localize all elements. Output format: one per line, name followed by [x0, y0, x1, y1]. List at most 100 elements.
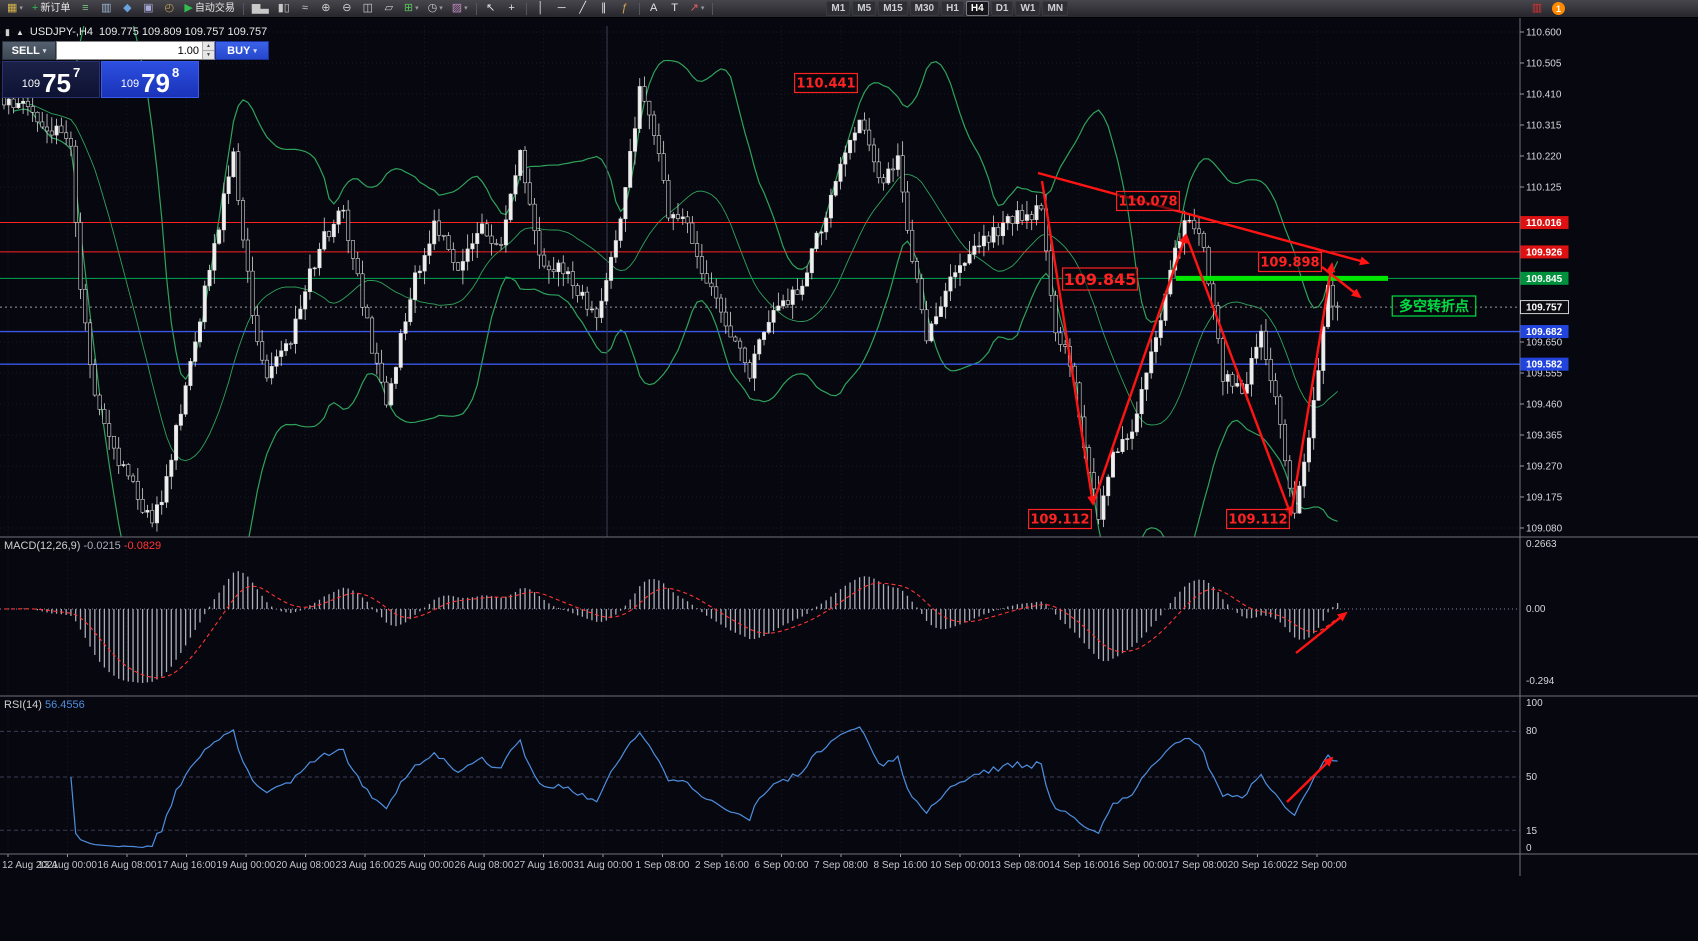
macd-header: MACD(12,26,9) -0.0215 -0.0829 [4, 540, 161, 552]
equidistant-channel-button[interactable]: ∥ [594, 1, 614, 17]
text-icon: A [649, 2, 658, 14]
trendline-button[interactable]: ╱ [573, 1, 593, 17]
svg-text:110.441: 110.441 [796, 77, 855, 92]
horizontal-line-icon: ─ [557, 2, 566, 14]
time-tick-label: 19 Aug 00:00 [217, 860, 276, 871]
symbol-period-label: USDJPY-,H4 [29, 26, 94, 38]
strategy-tester-button[interactable]: ◴ [159, 1, 179, 17]
time-tick-label: 20 Sep 16:00 [1228, 860, 1288, 871]
timeframe-h1-button[interactable]: H1 [941, 1, 964, 16]
sell-button[interactable]: SELL ▾ [2, 41, 56, 60]
buy-button-label: BUY [227, 44, 251, 57]
new-order-button[interactable]: + 新订单 [28, 1, 74, 17]
vertical-line-button[interactable]: │ [531, 1, 551, 17]
trend-arrow[interactable] [1091, 233, 1188, 505]
timeframe-m1-button[interactable]: M1 [826, 1, 851, 16]
annotation-label[interactable]: 109.898 [1258, 251, 1322, 273]
timeframe-mn-button[interactable]: MN [1042, 1, 1069, 16]
price-level-badge [1520, 300, 1569, 315]
price-level-badge [1520, 216, 1569, 230]
volume-input[interactable] [57, 42, 202, 59]
buy-price-button[interactable]: 109 79 8 [101, 61, 199, 98]
tick-up-icon: ▲ [15, 27, 24, 37]
terminal-button[interactable]: ▣ [138, 1, 158, 17]
new-chart-button[interactable]: ▦ ▾ [3, 1, 27, 17]
zoom-out-button[interactable]: ⊖ [337, 1, 357, 17]
timeframe-h4-button[interactable]: H4 [965, 1, 989, 16]
notification-badge[interactable]: 1 [1552, 2, 1565, 15]
annotation-label[interactable]: 110.441 [794, 72, 858, 94]
periods-icon: ◷ [427, 2, 438, 14]
buy-button[interactable]: BUY ▾ [215, 41, 269, 60]
templates-button[interactable]: ▨ ▾ [448, 1, 472, 17]
price-tick-label: 109.365 [1526, 430, 1563, 441]
volume-down-button[interactable]: ▼ [203, 51, 214, 59]
trend-arrow[interactable] [1037, 171, 1370, 266]
toolbar-separator [712, 2, 714, 15]
indicators-button[interactable]: ⊞ ▾ [400, 1, 423, 17]
data-window-button[interactable]: ▥ [96, 1, 116, 17]
notifications-button[interactable]: ▥ [1527, 1, 1547, 17]
horizontal-line-button[interactable]: ─ [552, 1, 572, 17]
chart-candles-button[interactable]: ▮▯ [274, 1, 294, 17]
annotation-label[interactable]: 110.078 [1116, 190, 1180, 212]
annotation-label[interactable]: 多空转折点 [1391, 295, 1477, 317]
periods-button[interactable]: ◷ ▾ [424, 1, 447, 17]
svg-text:多空转折点: 多空转折点 [1399, 298, 1469, 315]
trend-arrow[interactable] [1286, 756, 1334, 803]
annotation-label[interactable]: 109.845 [1061, 267, 1139, 291]
time-tick-label: 17 Sep 08:00 [1168, 860, 1228, 871]
toolbar-separator [242, 2, 244, 15]
sell-price-main: 75 [42, 67, 72, 98]
chart-line-icon: ≈ [301, 2, 308, 14]
cursor-icon: ↖ [486, 2, 496, 14]
text-button[interactable]: A [644, 1, 664, 17]
macd-indicator [3, 571, 1339, 683]
arrows-button[interactable]: ↗ ▾ [686, 1, 709, 17]
annotation-label[interactable]: 109.112 [1028, 508, 1092, 530]
auto-trading-button[interactable]: ▶ 自动交易 [180, 1, 238, 17]
svg-text:109.112: 109.112 [1228, 513, 1287, 528]
market-watch-button[interactable]: ≡ [75, 1, 95, 17]
svg-text:-0.294: -0.294 [1526, 676, 1555, 687]
cursor-button[interactable]: ↖ [481, 1, 501, 17]
chart-line-button[interactable]: ≈ [295, 1, 315, 17]
trend-arrow[interactable] [1040, 180, 1097, 506]
svg-text:109.845: 109.845 [1526, 274, 1563, 285]
trend-arrow[interactable] [1289, 262, 1336, 516]
fibonacci-button[interactable]: ƒ [615, 1, 635, 17]
navigator-button[interactable]: ◆ [117, 1, 137, 17]
timeframe-m30-button[interactable]: M30 [909, 1, 940, 16]
time-tick-label: 10 Sep 00:00 [930, 860, 990, 871]
timeframe-d1-button[interactable]: D1 [990, 1, 1014, 16]
text-label-button[interactable]: T [665, 1, 685, 17]
price-chart[interactable]: 110.441 110.078 109.845 109.898 109.112 109.1… [0, 18, 1698, 941]
equidistant-channel-icon: ∥ [600, 2, 607, 14]
sell-price-pip: 7 [73, 65, 81, 80]
chart-bars-button[interactable]: ▆▃ [248, 1, 273, 17]
volume-up-button[interactable]: ▲ [203, 42, 214, 51]
cascade-windows-button[interactable]: ▱ [379, 1, 399, 17]
sell-price-base: 109 [21, 78, 41, 90]
svg-text:0.00: 0.00 [1526, 604, 1546, 615]
main-toolbar: ▦ ▾ + 新订单 ≡ ▥ ◆ ▣ ◴ ▶ 自动交易 ▆▃ ▮▯ ≈ ⊕ ⊖ ◫ ▱ ⊞ ▾ ◷ ▾ ▨ ▾ ↖ + │ ─ ╱ ∥ ƒ A T… [0, 0, 1698, 18]
new-order-label: 新订单 [40, 2, 71, 14]
price-tick-label: 110.125 [1526, 182, 1562, 193]
timeframe-w1-button[interactable]: W1 [1015, 1, 1041, 16]
price-tick-label: 109.080 [1526, 523, 1563, 534]
tile-windows-button[interactable]: ◫ [358, 1, 378, 17]
annotation-label[interactable]: 109.112 [1226, 508, 1290, 530]
trend-arrow[interactable] [1184, 234, 1293, 517]
sell-price-button[interactable]: 109 75 7 [2, 61, 100, 98]
timeframe-m5-button[interactable]: M5 [852, 1, 877, 16]
trend-arrow[interactable] [1295, 611, 1348, 654]
chart-bars-icon: ▆▃ [251, 2, 269, 14]
indicators-icon: ⊞ [403, 2, 414, 14]
price-tick-label: 109.270 [1526, 461, 1563, 472]
svg-text:0.2663: 0.2663 [1526, 539, 1557, 550]
zoom-in-button[interactable]: ⊕ [316, 1, 336, 17]
time-tick-label: 31 Aug 00:00 [574, 860, 633, 871]
crosshair-button[interactable]: + [502, 1, 522, 17]
buy-price-pip: 8 [172, 65, 180, 80]
timeframe-m15-button[interactable]: M15 [878, 1, 908, 16]
